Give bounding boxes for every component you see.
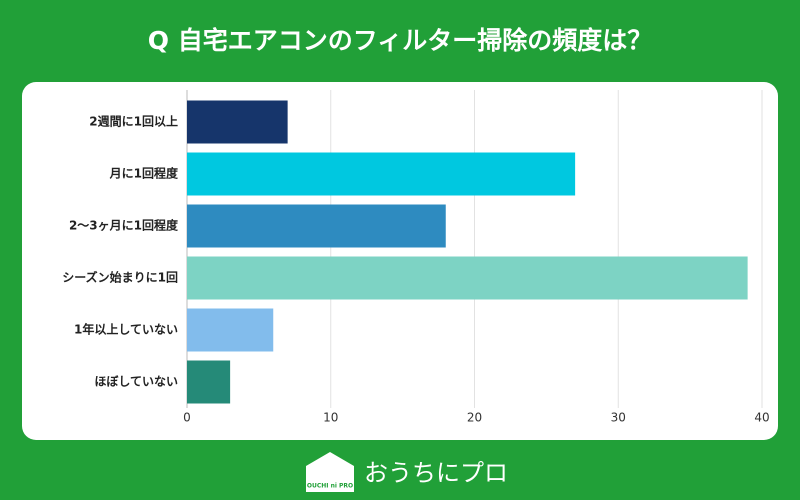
bar (187, 256, 748, 300)
y-tick-label: シーズン始まりに1回 (62, 270, 178, 285)
y-tick-label: 月に1回程度 (109, 166, 179, 181)
x-tick-label: 10 (323, 411, 338, 425)
bar (187, 152, 576, 196)
bar (187, 204, 446, 248)
bar (187, 100, 288, 144)
y-tick-label: 1年以上していない (74, 322, 178, 337)
y-tick-label: ほぼしていない (94, 375, 178, 389)
x-tick-label: 30 (611, 411, 626, 425)
brand: おうちにプロ (364, 459, 508, 487)
x-tick-label: 20 (467, 411, 482, 425)
x-tick-label: 40 (754, 411, 769, 425)
y-tick-label: 2～3ヶ月に1回程度 (69, 218, 179, 233)
logo-house (306, 452, 354, 492)
bar (187, 360, 231, 404)
logo-text: OUCHI ni PRO (307, 483, 353, 490)
y-tick-label: 2週間に1回以上 (89, 114, 178, 129)
logo: OUCHI ni PRO おうちにプロ (306, 452, 508, 492)
chart-title: Q 自宅エアコンのフィルター掃除の頻度は？ (148, 26, 652, 55)
x-tick-label: 0 (183, 411, 191, 425)
bar (187, 308, 274, 352)
